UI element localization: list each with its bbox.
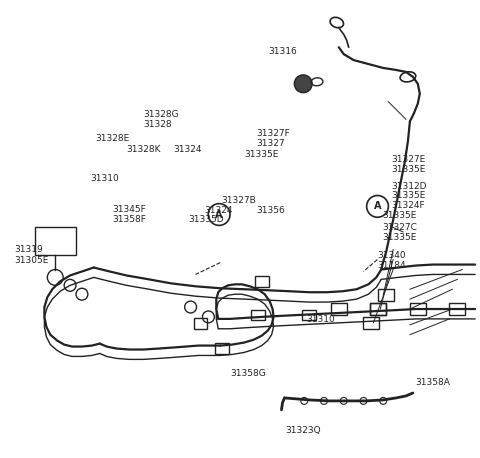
Text: 31358F: 31358F bbox=[112, 215, 146, 224]
Text: 31327: 31327 bbox=[257, 139, 285, 148]
Bar bbox=[193, 318, 207, 329]
Text: 31335E: 31335E bbox=[245, 150, 279, 159]
Text: 31340: 31340 bbox=[377, 251, 406, 260]
Text: 31316: 31316 bbox=[268, 47, 297, 56]
Text: 31305E: 31305E bbox=[15, 256, 49, 265]
Text: 31328K: 31328K bbox=[126, 145, 161, 154]
Bar bbox=[378, 289, 394, 301]
Text: 31328G: 31328G bbox=[143, 110, 179, 119]
Text: 31335E: 31335E bbox=[392, 191, 426, 201]
Text: 31312D: 31312D bbox=[392, 182, 427, 191]
Text: 31335E: 31335E bbox=[382, 233, 417, 242]
Text: A: A bbox=[374, 202, 381, 212]
Text: 31327B: 31327B bbox=[221, 196, 256, 205]
Text: 31324: 31324 bbox=[204, 207, 233, 215]
Bar bbox=[363, 317, 379, 329]
Text: 31327C: 31327C bbox=[382, 223, 417, 232]
Text: 31310: 31310 bbox=[91, 174, 120, 183]
Text: 31328E: 31328E bbox=[96, 134, 130, 143]
Text: 31327E: 31327E bbox=[392, 155, 426, 164]
Bar bbox=[410, 303, 426, 315]
Text: 31184: 31184 bbox=[377, 261, 406, 270]
Text: 31345F: 31345F bbox=[112, 206, 146, 214]
Text: 31310: 31310 bbox=[306, 315, 335, 324]
Text: 31328: 31328 bbox=[143, 120, 171, 129]
Text: 31327F: 31327F bbox=[257, 130, 290, 138]
Bar bbox=[302, 310, 316, 321]
Text: 31324F: 31324F bbox=[392, 201, 425, 210]
Bar bbox=[331, 303, 347, 315]
Bar bbox=[35, 227, 76, 255]
Text: 31356: 31356 bbox=[257, 207, 285, 215]
Bar bbox=[255, 276, 269, 287]
Text: 31324: 31324 bbox=[174, 145, 202, 154]
Bar bbox=[371, 303, 386, 315]
Circle shape bbox=[294, 75, 312, 93]
Text: 31358A: 31358A bbox=[416, 378, 450, 387]
Text: 31335E: 31335E bbox=[392, 165, 426, 174]
Text: 31335E: 31335E bbox=[382, 211, 417, 220]
Text: 31319: 31319 bbox=[15, 245, 44, 254]
Bar bbox=[251, 310, 264, 321]
Text: 31323Q: 31323Q bbox=[285, 426, 321, 435]
Bar bbox=[216, 343, 229, 354]
Text: 31335D: 31335D bbox=[188, 215, 224, 224]
Text: A: A bbox=[216, 209, 223, 219]
Text: 31358G: 31358G bbox=[230, 369, 266, 378]
Bar bbox=[371, 303, 386, 315]
Bar bbox=[449, 303, 465, 315]
